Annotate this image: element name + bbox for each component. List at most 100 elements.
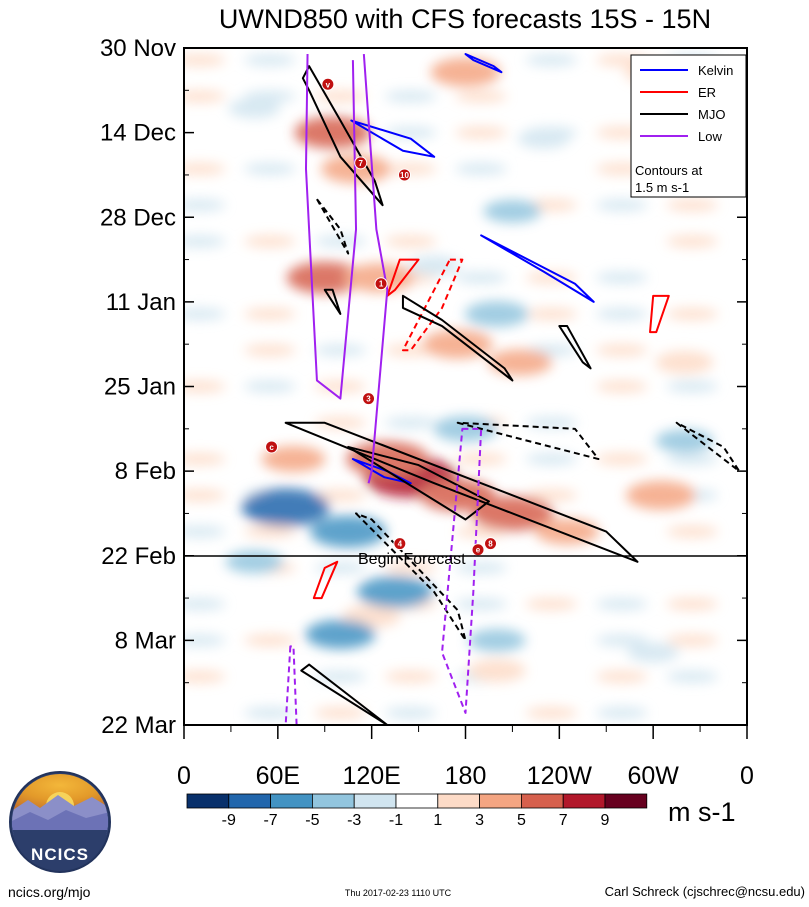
anomaly-streak — [525, 307, 578, 320]
contour-mjo — [401, 294, 514, 382]
anomaly-streak — [666, 598, 719, 611]
svg-text:1: 1 — [379, 280, 384, 289]
storm-marker: 10 — [398, 168, 412, 182]
contour-mjo — [284, 421, 639, 563]
anomaly-streak — [384, 90, 437, 103]
legend-note: Contours at 1.5 m s-1 — [635, 163, 706, 195]
anomaly-streak — [666, 380, 719, 393]
anomaly-streak — [184, 380, 226, 393]
anomaly-streak — [455, 561, 508, 574]
colorbar-swatch — [311, 793, 355, 809]
anomaly-blob — [225, 550, 284, 574]
contour-er — [401, 258, 464, 352]
colorbar-swatch — [521, 793, 564, 809]
anomaly-streak — [595, 271, 648, 284]
contour-er — [312, 560, 339, 600]
filter-contours — [284, 53, 741, 725]
contour-mjo — [315, 198, 350, 255]
anomaly-blob — [467, 659, 526, 683]
anomaly-streak — [666, 199, 719, 212]
anomaly-streak — [184, 235, 226, 248]
contour-kelvin — [480, 234, 595, 303]
anomaly-streak — [595, 453, 648, 466]
contour-mjo — [456, 421, 600, 461]
colorbar-tick-label: -5 — [305, 812, 319, 829]
x-tick-label: 120W — [527, 762, 593, 790]
contour-low — [362, 53, 389, 484]
legend-label: MJO — [698, 107, 725, 122]
anomaly-blob — [467, 628, 526, 652]
anomaly-streak — [314, 670, 367, 683]
contour-mjo — [675, 421, 741, 473]
contour-er — [649, 294, 670, 334]
contour-mjo — [300, 663, 389, 725]
anomaly-streak — [525, 271, 578, 284]
svg-text:7: 7 — [358, 159, 363, 168]
anomaly-streak — [455, 271, 508, 284]
forecast-label: Begin Forecast — [358, 551, 466, 568]
anomaly-streak — [244, 706, 297, 719]
anomaly-streak — [525, 416, 578, 429]
y-tick-label: 22 Feb — [101, 543, 176, 570]
x-tick-label: 180 — [445, 762, 487, 790]
anomaly-streak — [666, 670, 719, 683]
anomaly-blob — [517, 128, 570, 149]
anomaly-blob — [422, 329, 493, 359]
chart-title: UWND850 with CFS forecasts 15S - 15N — [219, 4, 711, 34]
colorbar-tick-label: -3 — [347, 812, 361, 829]
anomaly-blob — [305, 619, 376, 649]
anomaly-streak — [184, 634, 226, 647]
anomaly-blob — [228, 98, 281, 119]
y-tick-label: 8 Mar — [115, 627, 176, 654]
anomaly-streak — [244, 344, 297, 357]
anomaly-blob — [430, 57, 501, 87]
anomaly-streak — [314, 489, 367, 502]
storm-marker: c — [265, 440, 279, 454]
storm-marker: 7 — [354, 156, 368, 170]
anomaly-streak — [525, 54, 578, 67]
anomaly-blob — [408, 255, 461, 276]
anomaly-blob — [286, 261, 363, 294]
colorbar-swatch — [395, 793, 439, 809]
storm-marker: 4 — [393, 537, 407, 551]
legend-label: Low — [698, 129, 722, 144]
anomaly-streak — [184, 670, 226, 683]
svg-text:c: c — [269, 443, 274, 452]
anomaly-streak — [314, 235, 367, 248]
anomaly-streak — [184, 162, 226, 175]
anomaly-streak — [244, 525, 297, 538]
anomaly-streak — [595, 307, 648, 320]
anomaly-streak — [184, 489, 226, 502]
anomaly-streak — [595, 634, 648, 647]
storm-marker: e — [471, 543, 485, 557]
colorbar-tick-label: -9 — [222, 812, 236, 829]
storm-marker: 8 — [484, 537, 498, 551]
colorbar-tick-label: 9 — [601, 812, 610, 829]
anomaly-blob — [464, 300, 529, 327]
contour-kelvin — [350, 119, 436, 158]
anomaly-blob — [535, 518, 600, 545]
anomaly-streak — [184, 90, 226, 103]
anomaly-streak — [384, 235, 437, 248]
x-tick-label: 60E — [256, 762, 300, 790]
svg-text:4: 4 — [398, 540, 403, 549]
anomaly-blob — [483, 199, 542, 223]
colorbar-swatch — [353, 793, 397, 809]
contour-kelvin — [464, 53, 503, 74]
anomaly-streak — [314, 561, 367, 574]
anomaly-blob — [625, 480, 696, 510]
svg-text:8: 8 — [488, 540, 493, 549]
anomaly-streak — [595, 598, 648, 611]
anomaly-streak — [595, 344, 648, 357]
anomaly-streak — [525, 453, 578, 466]
y-tick-label: 11 Jan — [106, 289, 176, 316]
storm-marker: 1 — [374, 277, 388, 291]
anomaly-streak — [666, 235, 719, 248]
y-tick-label: 8 Feb — [115, 458, 176, 485]
colorbar-swatch — [228, 793, 272, 809]
colorbar-swatch — [186, 793, 230, 809]
anomaly-streak — [455, 162, 508, 175]
colorbar-tick-label: 7 — [559, 812, 568, 829]
